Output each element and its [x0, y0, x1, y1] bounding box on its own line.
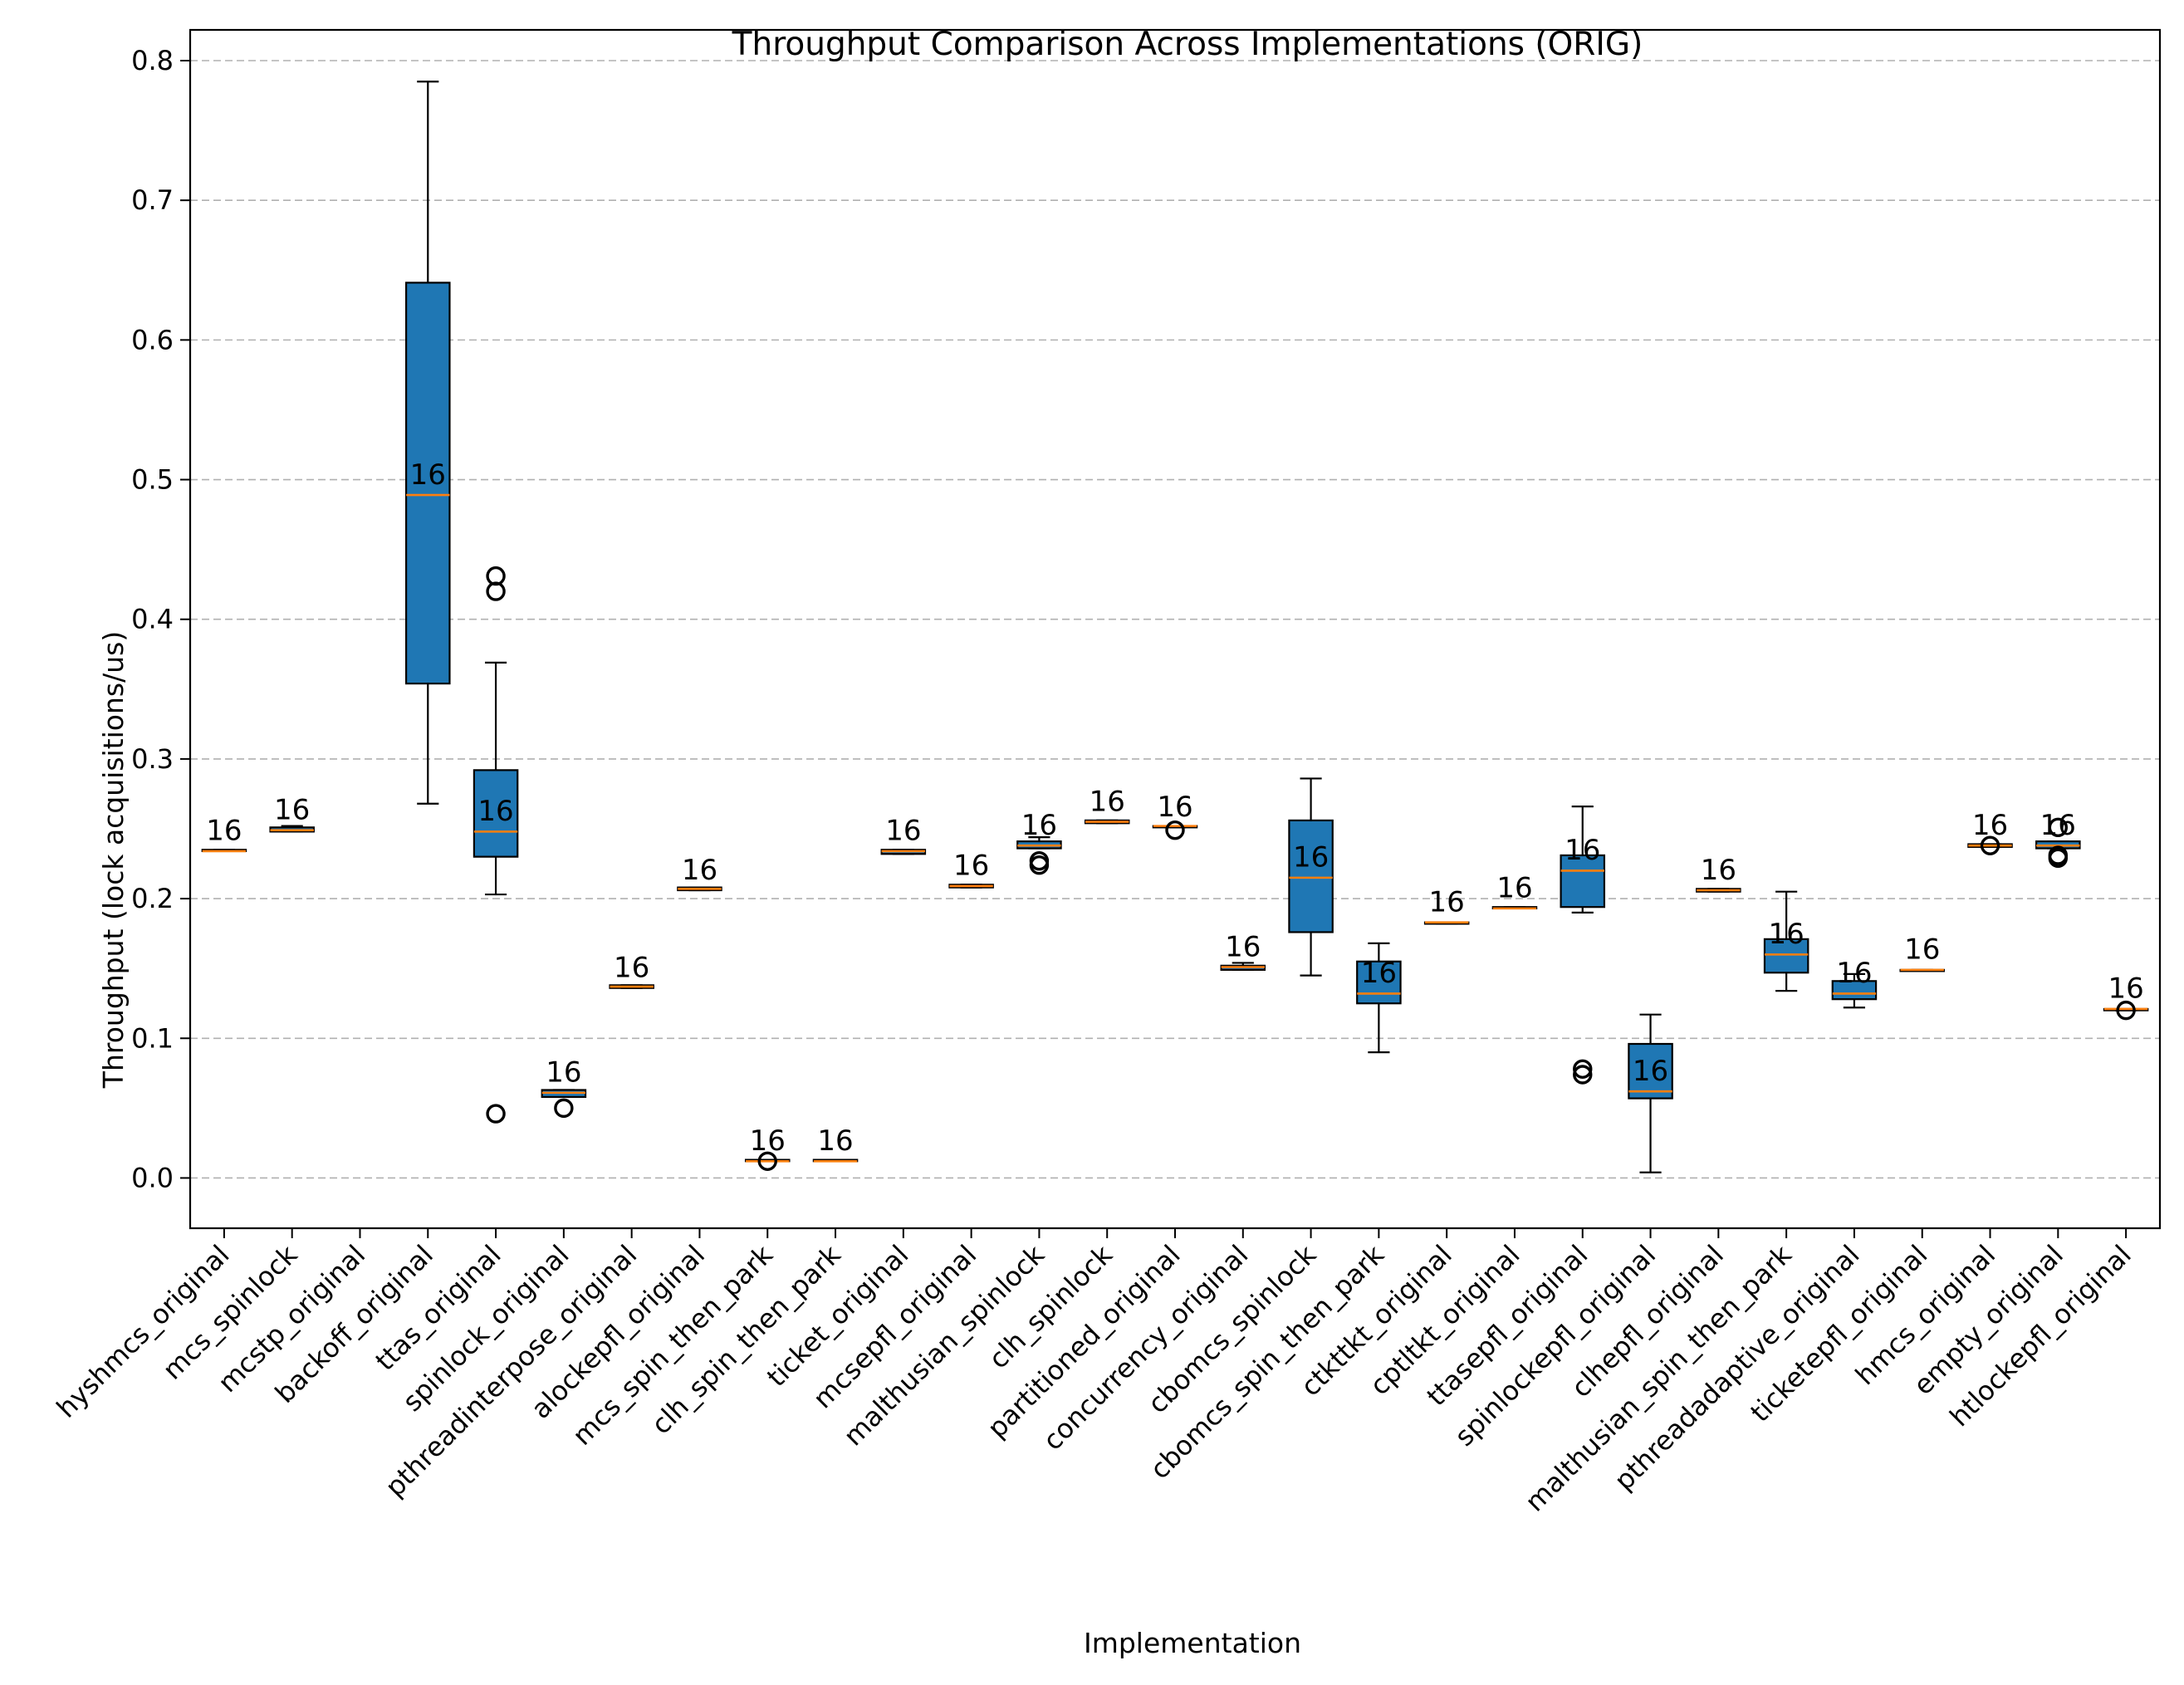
outlier-point	[1573, 1059, 1593, 1079]
count-label: 16	[953, 850, 989, 883]
y-axis-label: Throughput (lock acquisitions/us)	[97, 631, 130, 1089]
box-ctkttkt_original: 16	[1423, 885, 1470, 925]
count-label: 16	[2108, 972, 2143, 1006]
iqr-box	[1356, 960, 1402, 1005]
count-label: 16	[817, 1124, 853, 1158]
box-mcs_spin_then_park: 16	[744, 1124, 791, 1171]
outlier-point	[2048, 817, 2069, 838]
count-label: 16	[206, 815, 242, 848]
box-alockepfl_original: 16	[677, 854, 722, 892]
count-label: 16	[1633, 1055, 1668, 1088]
iqr-box	[473, 769, 519, 858]
box-cbomcs_spinlock: 16	[1288, 777, 1334, 977]
count-label: 16	[1496, 872, 1532, 905]
box-pthreadinterpose_original: 16	[609, 952, 654, 989]
box-ttasepfl_original: 16	[1560, 805, 1606, 1085]
count-label: 16	[1021, 809, 1057, 842]
box-series: 16 16 16 16 16 16 16 16 16 16 16 16 16 16 16 16 16 16 16 16…	[201, 81, 2149, 1173]
box-clhepfl_original: 16	[1696, 854, 1741, 893]
box-htlockepfl_original: 16	[2103, 972, 2149, 1021]
box-malthusian_spinlock: 16	[1016, 809, 1062, 875]
outlier-point	[486, 1104, 506, 1124]
box-cptltkt_original: 16	[1491, 872, 1538, 910]
count-label: 16	[546, 1056, 581, 1090]
box-hyshmcs_original: 16	[201, 815, 247, 853]
outlier-point	[757, 1151, 777, 1171]
box-mcs_spinlock: 16	[269, 793, 315, 833]
outlier-point	[1165, 820, 1185, 840]
iqr-box	[1288, 819, 1334, 933]
gridlines	[190, 60, 2160, 1179]
count-label: 16	[1769, 918, 1804, 951]
count-label: 16	[1904, 933, 1940, 967]
y-tick-label: 0.6	[131, 324, 174, 355]
outlier-point	[1573, 1065, 1593, 1085]
outlier-point	[1029, 855, 1050, 875]
box-empty_original: 16	[2035, 809, 2081, 869]
count-label: 16	[1429, 885, 1465, 918]
y-tick-label: 0.0	[131, 1162, 174, 1193]
count-label: 16	[1293, 841, 1329, 874]
box-concurrency_original: 16	[1220, 930, 1266, 971]
count-label: 16	[682, 854, 717, 887]
outlier-point	[2048, 845, 2069, 865]
box-pthreadadaptive_original: 16	[1831, 957, 1878, 1009]
box-malthusian_spin_then_park: 16	[1763, 890, 1809, 992]
count-label: 16	[750, 1124, 786, 1158]
y-tick-label: 0.5	[131, 464, 174, 496]
y-tick-label: 0.4	[131, 604, 174, 635]
outlier-point	[2116, 1000, 2136, 1021]
count-label: 16	[477, 795, 513, 828]
y-tick-label: 0.3	[131, 743, 174, 775]
count-label: 16	[410, 458, 446, 492]
box-hmcs_original: 16	[1967, 809, 2013, 855]
count-label: 16	[1361, 957, 1397, 990]
outlier-point	[554, 1098, 574, 1119]
box-clh_spinlock: 16	[1084, 785, 1130, 825]
count-label: 16	[274, 793, 310, 826]
count-label: 16	[614, 952, 649, 985]
count-label: 16	[1090, 785, 1125, 818]
box-partitioned_original: 16	[1152, 791, 1198, 840]
box-spinlockepfl_original: 16	[1628, 1013, 1673, 1173]
count-label: 16	[1972, 809, 2008, 842]
chart-title: Throughput Comparison Across Implementat…	[732, 26, 1643, 63]
iqr-box	[1763, 938, 1809, 974]
iqr-box	[1560, 854, 1606, 909]
box-spinlock_original: 16	[541, 1056, 587, 1119]
iqr-box	[1628, 1042, 1673, 1100]
y-tick-label: 0.8	[131, 45, 174, 76]
iqr-box	[405, 282, 451, 685]
count-label: 16	[1565, 834, 1600, 867]
box-backoff_original: 16	[405, 81, 451, 805]
box-cbomcs_spin_then_park: 16	[1356, 942, 1402, 1054]
count-label: 16	[2040, 809, 2076, 842]
y-tick-label: 0.2	[131, 883, 174, 914]
outlier-point	[1980, 835, 2000, 855]
y-tick-label: 0.7	[131, 184, 174, 216]
count-label: 16	[1836, 957, 1872, 990]
y-axis: 0.0 0.1 0.2 0.3 0.4 0.5 0.6 0.7 0.8	[131, 45, 190, 1193]
count-label: 16	[885, 815, 921, 848]
box-ticketepfl_original: 16	[1899, 933, 1945, 972]
count-label: 16	[1157, 791, 1192, 824]
box-ticket_original: 16	[880, 815, 927, 855]
count-label: 16	[1701, 854, 1736, 887]
box-ttas_original: 16	[473, 566, 519, 1124]
box-clh_spin_then_park: 16	[812, 1124, 859, 1163]
outlier-point	[486, 566, 506, 586]
y-tick-label: 0.1	[131, 1022, 174, 1054]
box-mcsepfl_original: 16	[948, 850, 994, 889]
count-label: 16	[1225, 930, 1261, 963]
x-axis-label: Implementation	[1084, 1627, 1301, 1659]
